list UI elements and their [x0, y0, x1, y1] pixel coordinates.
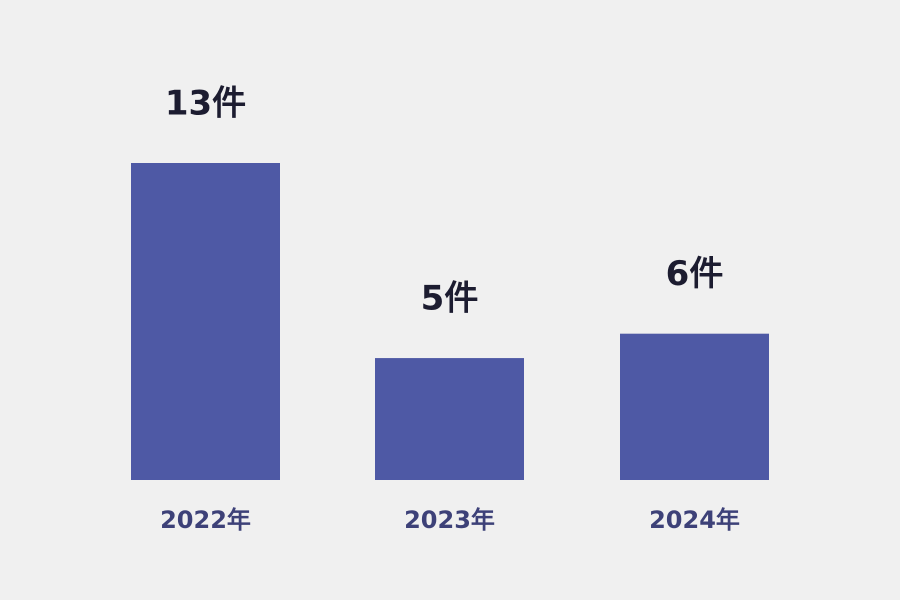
bar [375, 358, 524, 480]
value-label: 5件 [421, 279, 479, 319]
category-label: 2024年 [649, 506, 740, 534]
value-label: 6件 [666, 254, 724, 294]
bar [620, 333, 769, 480]
category-label: 2022年 [160, 506, 251, 534]
bar [131, 163, 280, 480]
value-label: 13件 [165, 84, 246, 124]
category-label: 2023年 [404, 506, 495, 534]
